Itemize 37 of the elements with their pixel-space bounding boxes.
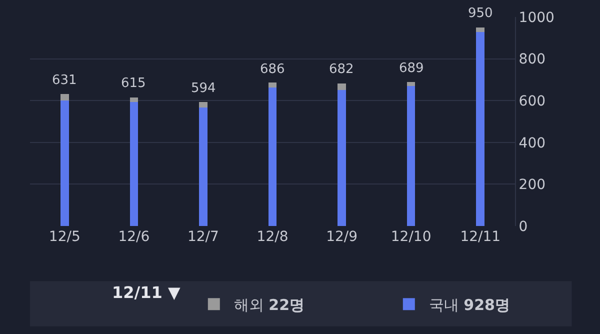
bar <box>338 83 346 90</box>
total-label: 686 <box>260 62 285 77</box>
y-tick-label: 0 <box>518 218 528 235</box>
bar <box>406 86 416 226</box>
y-tick-label: 200 <box>518 177 546 194</box>
bar <box>130 102 138 226</box>
bar <box>338 90 346 226</box>
total-label: 682 <box>329 62 354 77</box>
total-label: 950 <box>468 6 493 21</box>
x-tick-label: 12/6 <box>118 229 150 245</box>
x-tick-label: 12/5 <box>48 229 80 245</box>
total-label: 631 <box>52 73 77 88</box>
total-label: 615 <box>121 76 146 91</box>
bar <box>60 94 69 101</box>
bar <box>406 82 416 86</box>
x-tick-label: 12/10 <box>390 229 432 245</box>
text: 12/11 ▼ <box>112 283 181 302</box>
y-tick-label: 800 <box>518 52 546 68</box>
bar <box>476 32 485 226</box>
bar <box>476 27 485 32</box>
x-tick-label: 12/11 <box>460 229 501 245</box>
total-label: 594 <box>191 81 216 96</box>
legend-label: 해외 22명 <box>234 296 305 314</box>
bar <box>130 97 138 102</box>
y-tick-label: 1000 <box>518 10 554 26</box>
legend-label: 국내 928명 <box>428 296 510 314</box>
y-tick-label: 600 <box>518 94 546 110</box>
total-label: 689 <box>399 61 424 76</box>
bar <box>268 82 277 88</box>
bar <box>199 102 208 108</box>
y-tick-label: 400 <box>518 135 546 152</box>
bar <box>199 108 208 226</box>
bar <box>268 88 277 226</box>
bar <box>60 100 69 226</box>
x-tick-label: 12/9 <box>326 229 358 245</box>
x-tick-label: 12/7 <box>187 229 219 245</box>
x-tick-label: 12/8 <box>256 229 288 245</box>
